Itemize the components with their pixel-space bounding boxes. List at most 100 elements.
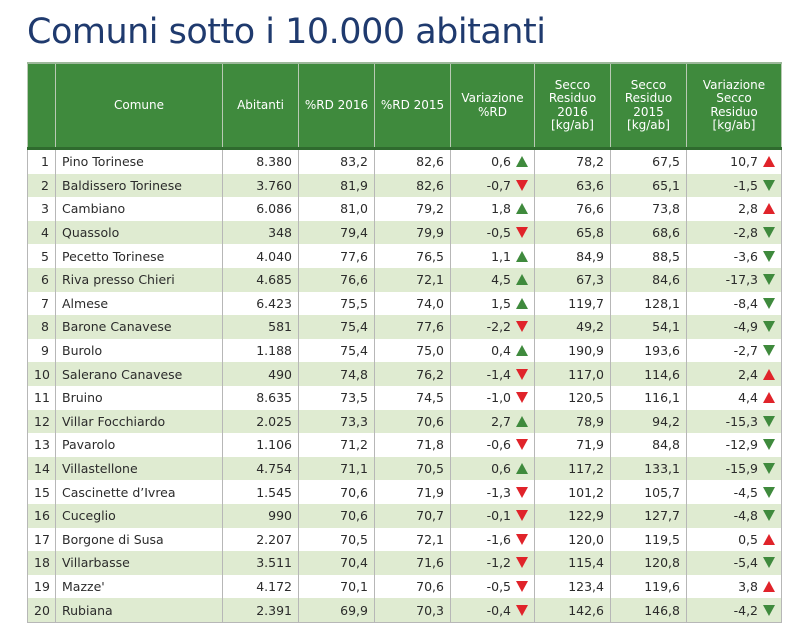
table-row: 2 Baldissero Torinese 3.760 81,9 82,6 -0… <box>27 173 782 198</box>
variazione-secco-residuo-value: -4,2 <box>733 602 758 618</box>
comune-cell: Cuceglio <box>55 503 223 528</box>
variazione-rd-value: 4,5 <box>491 272 511 288</box>
variazione-secco-residuo-cell: -4,2 <box>686 598 782 623</box>
secco-residuo-2016-cell: 78,2 <box>534 146 611 174</box>
variazione-secco-residuo-value: -3,6 <box>733 248 758 264</box>
table-row: 12 Villar Focchiardo 2.025 73,3 70,6 2,7… <box>27 409 782 434</box>
rd-2015-cell: 70,3 <box>374 598 451 623</box>
triangle-down-icon <box>763 345 775 357</box>
triangle-up-icon <box>516 274 528 286</box>
rd-2015-cell: 71,8 <box>374 433 451 457</box>
variazione-secco-residuo-value: 10,7 <box>730 154 758 170</box>
table-row: 5 Pecetto Torinese 4.040 77,6 76,5 1,1 8… <box>27 244 782 268</box>
variazione-rd-cell: 2,7 <box>450 409 535 434</box>
variazione-rd-cell: 0,6 <box>450 456 535 481</box>
comune-cell: Barone Canavese <box>55 315 223 339</box>
triangle-down-icon <box>516 179 528 191</box>
variazione-secco-residuo-value: 4,4 <box>738 390 758 406</box>
variazione-rd-value: -1,0 <box>486 390 511 406</box>
rd-2015-cell: 74,0 <box>374 291 451 316</box>
abitanti-cell: 4.040 <box>222 244 299 268</box>
rd-2016-cell: 73,3 <box>298 409 375 434</box>
variazione-secco-residuo-cell: 4,4 <box>686 385 782 410</box>
table-row: 13 Pavarolo 1.106 71,2 71,8 -0,6 71,9 84… <box>27 433 782 457</box>
secco-residuo-2015-cell: 68,6 <box>610 220 687 245</box>
variazione-secco-residuo-cell: 0,5 <box>686 527 782 552</box>
secco-residuo-2015-cell: 73,8 <box>610 197 687 221</box>
variazione-rd-value: -0,5 <box>486 578 511 594</box>
triangle-down-icon <box>516 439 528 451</box>
variazione-rd-value: 0,6 <box>491 154 511 170</box>
secco-residuo-2016-cell: 101,2 <box>534 480 611 504</box>
table-row: 14 Villastellone 4.754 71,1 70,5 0,6 117… <box>27 456 782 481</box>
triangle-up-icon <box>763 533 775 545</box>
table-row: 15 Cascinette d’Ivrea 1.545 70,6 71,9 -1… <box>27 480 782 504</box>
variazione-rd-value: -0,7 <box>486 177 511 193</box>
comune-cell: Rubiana <box>55 598 223 623</box>
rd-2015-cell: 79,9 <box>374 220 451 245</box>
rd-2016-cell: 75,5 <box>298 291 375 316</box>
rd-2015-cell: 75,0 <box>374 338 451 363</box>
variazione-secco-residuo-value: -8,4 <box>733 295 758 311</box>
header-rd-2016: %RD 2016 <box>298 62 375 149</box>
rd-2016-cell: 77,6 <box>298 244 375 268</box>
rd-2016-cell: 81,0 <box>298 197 375 221</box>
comune-cell: Mazze' <box>55 574 223 599</box>
secco-residuo-2016-cell: 119,7 <box>534 291 611 316</box>
secco-residuo-2016-cell: 122,9 <box>534 503 611 528</box>
table-row: 7 Almese 6.423 75,5 74,0 1,5 119,7 128,1… <box>27 291 782 316</box>
variazione-rd-cell: -1,6 <box>450 527 535 552</box>
abitanti-cell: 4.685 <box>222 267 299 292</box>
variazione-secco-residuo-cell: -1,5 <box>686 173 782 198</box>
rd-2015-cell: 71,6 <box>374 551 451 575</box>
rank-cell: 10 <box>27 362 56 386</box>
rd-2016-cell: 79,4 <box>298 220 375 245</box>
abitanti-cell: 6.086 <box>222 197 299 221</box>
secco-residuo-2016-cell: 120,0 <box>534 527 611 552</box>
variazione-rd-cell: -0,1 <box>450 503 535 528</box>
rd-2015-cell: 76,2 <box>374 362 451 386</box>
rd-2016-cell: 75,4 <box>298 315 375 339</box>
triangle-up-icon <box>763 203 775 215</box>
rd-2016-cell: 71,1 <box>298 456 375 481</box>
rank-cell: 16 <box>27 503 56 528</box>
comune-cell: Quassolo <box>55 220 223 245</box>
triangle-down-icon <box>763 321 775 333</box>
secco-residuo-2015-cell: 119,6 <box>610 574 687 599</box>
variazione-rd-value: -1,4 <box>486 366 511 382</box>
secco-residuo-2015-cell: 67,5 <box>610 146 687 174</box>
variazione-rd-cell: 4,5 <box>450 267 535 292</box>
rd-2015-cell: 76,5 <box>374 244 451 268</box>
table-body: 1 Pino Torinese 8.380 83,2 82,6 0,6 78,2… <box>27 146 782 623</box>
rank-cell: 12 <box>27 409 56 434</box>
abitanti-cell: 8.635 <box>222 385 299 410</box>
triangle-down-icon <box>516 533 528 545</box>
comune-cell: Riva presso Chieri <box>55 267 223 292</box>
abitanti-cell: 6.423 <box>222 291 299 316</box>
rd-2015-cell: 82,6 <box>374 146 451 174</box>
variazione-secco-residuo-value: -2,7 <box>733 343 758 359</box>
secco-residuo-2015-cell: 116,1 <box>610 385 687 410</box>
variazione-secco-residuo-cell: -5,4 <box>686 551 782 575</box>
variazione-secco-residuo-value: 0,5 <box>738 531 758 547</box>
rd-2016-cell: 70,6 <box>298 503 375 528</box>
variazione-secco-residuo-cell: -15,3 <box>686 409 782 434</box>
table-row: 19 Mazze' 4.172 70,1 70,6 -0,5 123,4 119… <box>27 574 782 599</box>
abitanti-cell: 2.207 <box>222 527 299 552</box>
triangle-down-icon <box>763 274 775 286</box>
triangle-down-icon <box>516 580 528 592</box>
secco-residuo-2016-cell: 190,9 <box>534 338 611 363</box>
variazione-secco-residuo-value: 2,4 <box>738 366 758 382</box>
table-row: 1 Pino Torinese 8.380 83,2 82,6 0,6 78,2… <box>27 146 782 174</box>
abitanti-cell: 3.760 <box>222 173 299 198</box>
rank-cell: 17 <box>27 527 56 552</box>
triangle-down-icon <box>763 415 775 427</box>
rd-2015-cell: 72,1 <box>374 527 451 552</box>
secco-residuo-2016-cell: 49,2 <box>534 315 611 339</box>
variazione-secco-residuo-value: -17,3 <box>725 272 758 288</box>
secco-residuo-2016-cell: 123,4 <box>534 574 611 599</box>
comune-cell: Pino Torinese <box>55 146 223 174</box>
secco-residuo-2015-cell: 146,8 <box>610 598 687 623</box>
variazione-rd-value: 0,4 <box>491 343 511 359</box>
header-rd-2015: %RD 2015 <box>374 62 451 149</box>
